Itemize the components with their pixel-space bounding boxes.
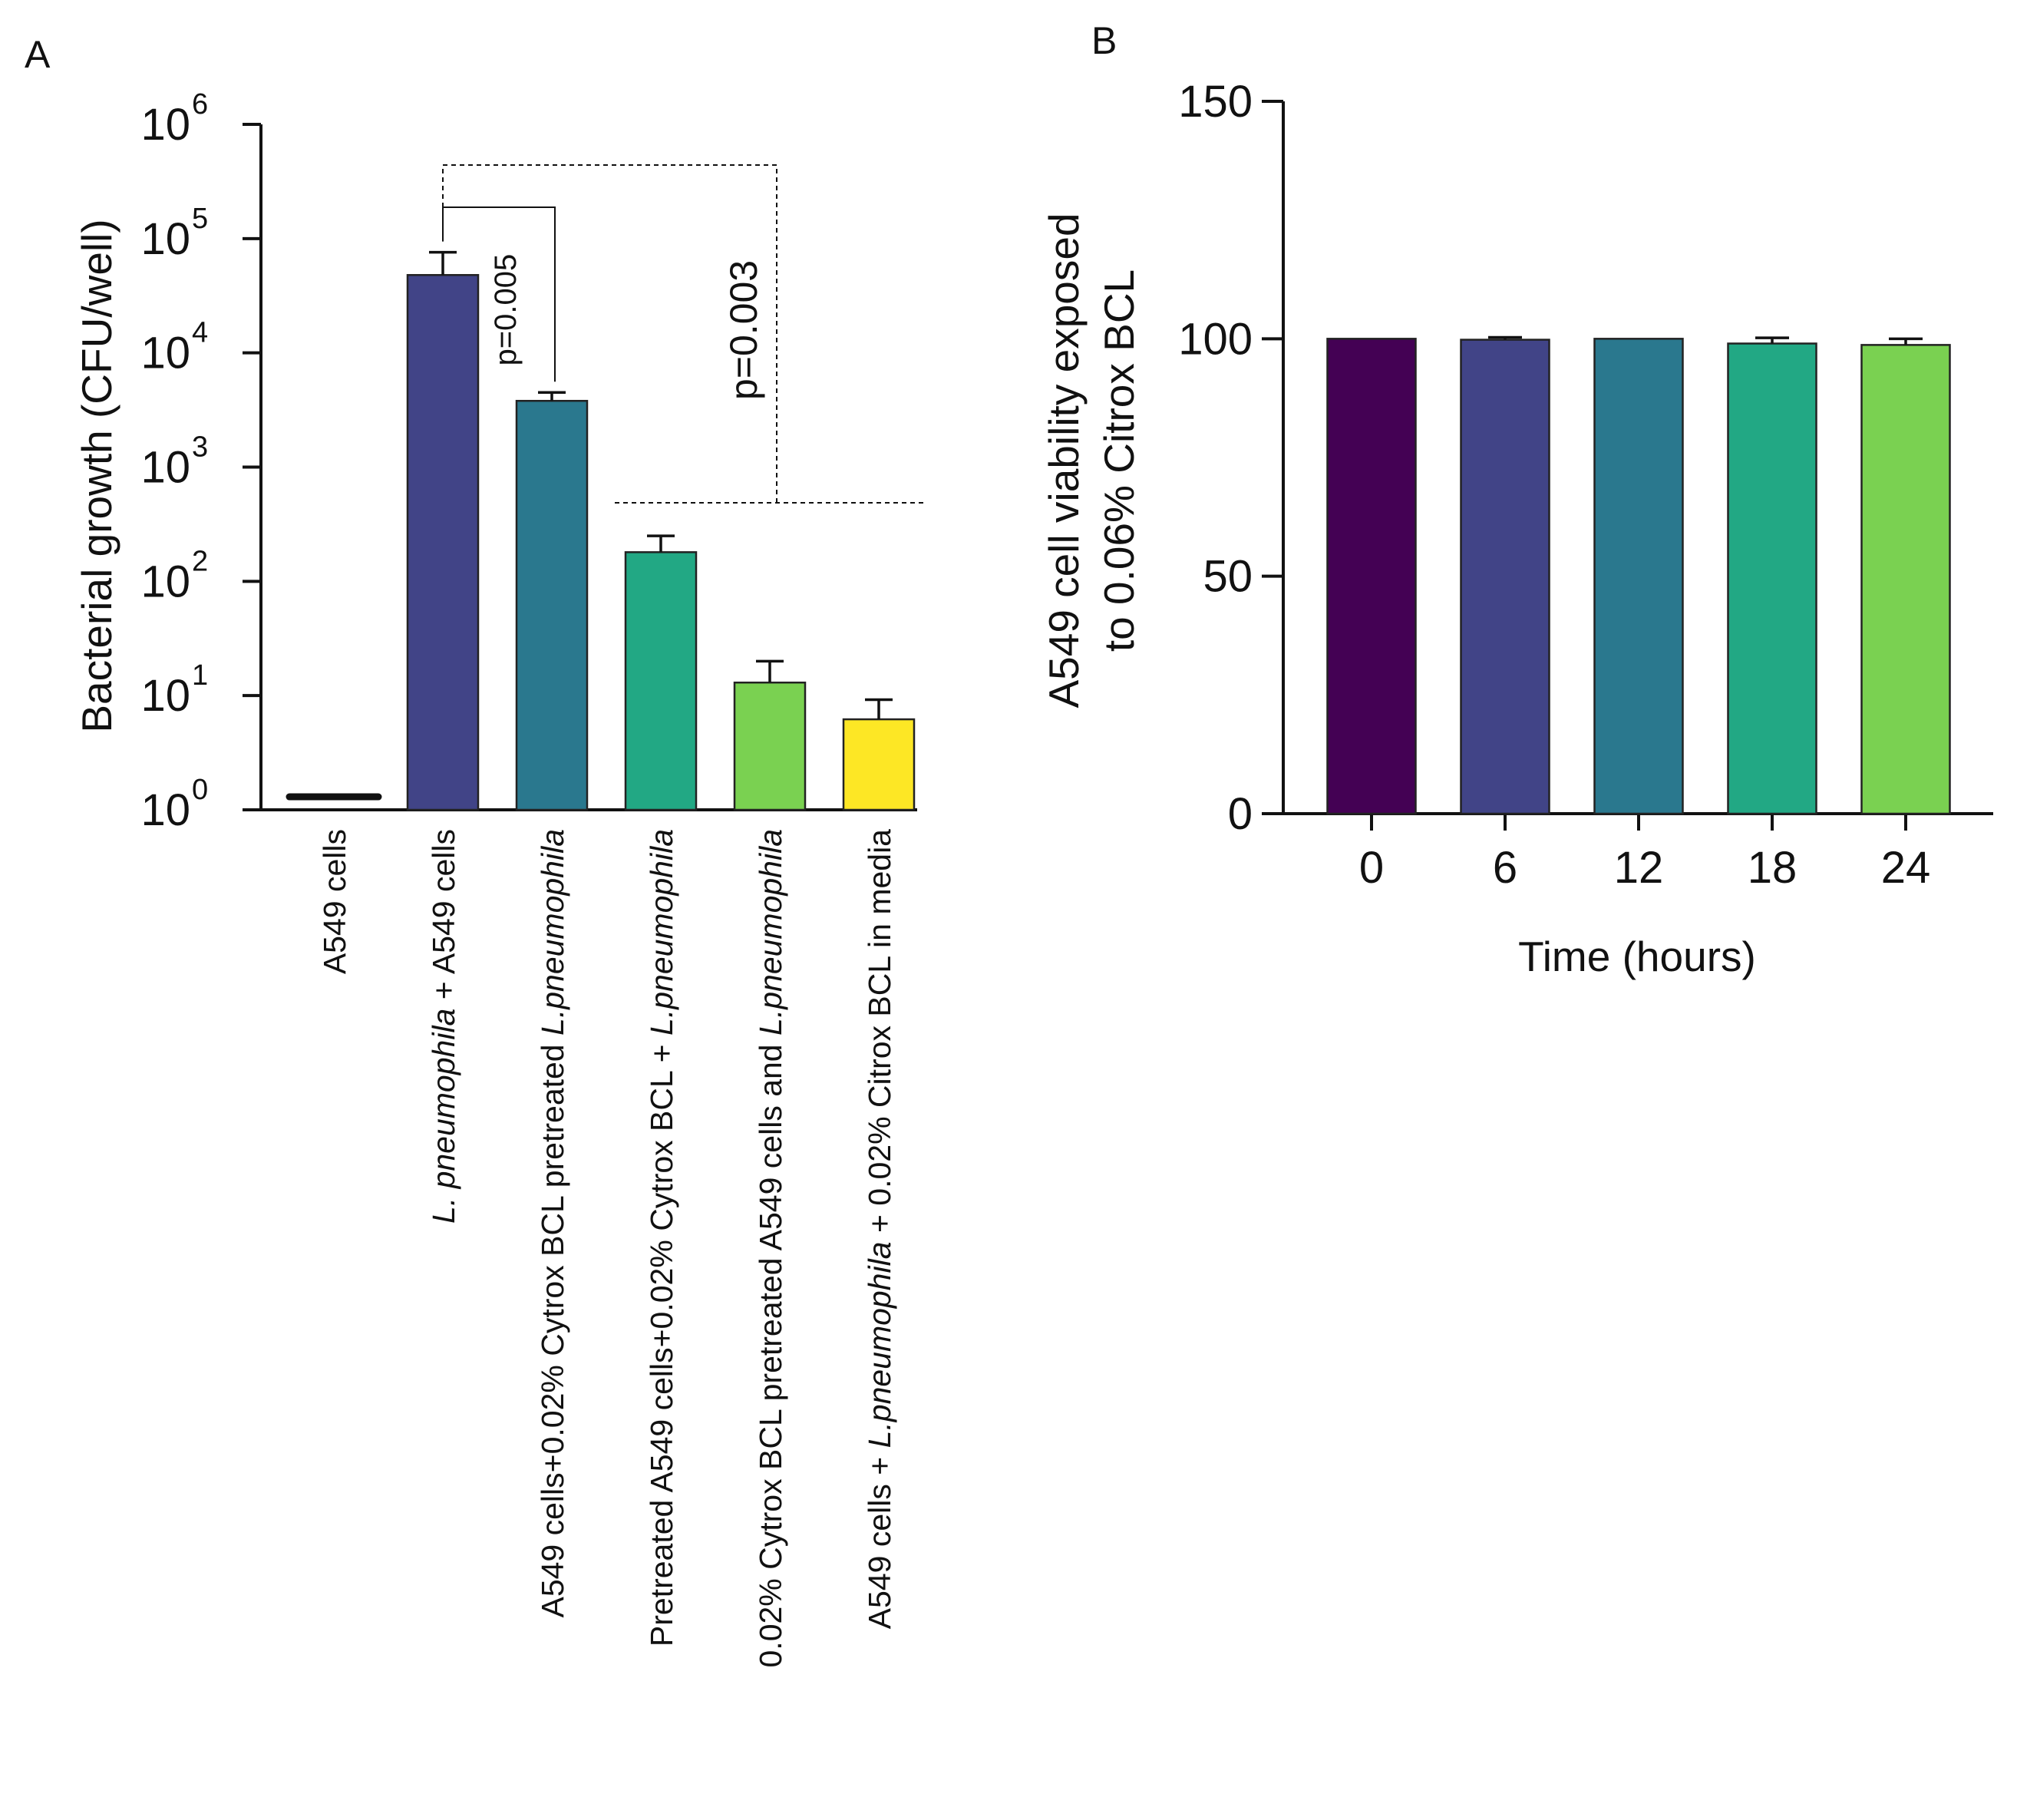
category-label: A549 cells+0.02% Cytrox BCL pretreated L… bbox=[535, 829, 570, 1618]
y-tick-exponent: 1 bbox=[192, 659, 208, 692]
panel-b-bars bbox=[1326, 335, 1951, 815]
category-label-part: A549 cells+0.02% Cytrox BCL pretreated bbox=[535, 1036, 570, 1618]
category-label: Pretreated A549 cells+0.02% Cytrox BCL +… bbox=[644, 829, 679, 1647]
significance-bracket bbox=[442, 206, 556, 382]
bar bbox=[1460, 339, 1550, 815]
category-label-part: Pretreated A549 cells+0.02% Cytrox BCL + bbox=[644, 1036, 679, 1647]
y-tick-label: 10 bbox=[140, 443, 190, 493]
category-label-part: 0.02% Cytrox BCL pretreated A549 cells a… bbox=[753, 1036, 788, 1668]
significance-bracket-dashed bbox=[442, 164, 777, 503]
y-tick-exponent: 2 bbox=[192, 545, 208, 577]
y-tick-label: 10 bbox=[140, 557, 190, 606]
y-tick-label: 100 bbox=[1178, 314, 1253, 364]
category-label-part: L.pneumophila bbox=[753, 829, 788, 1036]
panel-a-category-labels: A549 cells L. pneumophila + A549 cells A54… bbox=[317, 829, 897, 1668]
x-tick-label: 12 bbox=[1614, 843, 1664, 893]
category-label-part: L.pneumophila bbox=[644, 829, 679, 1036]
y-tick-exponent: 0 bbox=[192, 774, 208, 806]
y-tick-label: 10 bbox=[140, 214, 190, 264]
x-tick-label: 0 bbox=[1359, 843, 1384, 893]
category-label-part: A549 cells + bbox=[862, 1448, 897, 1629]
bar bbox=[1860, 344, 1951, 815]
panel-a-bars bbox=[286, 250, 916, 811]
y-tick-exponent: 3 bbox=[192, 431, 208, 464]
category-label-part: L. pneumophila bbox=[426, 1009, 461, 1224]
panel-b-x-axis-label: Time (hours) bbox=[1518, 933, 1756, 980]
category-label: L. pneumophila + A549 cells bbox=[426, 829, 461, 1224]
bar bbox=[1727, 342, 1817, 815]
category-label-part: + A549 cells bbox=[426, 829, 461, 1009]
bar bbox=[1326, 338, 1417, 815]
y-tick-exponent: 4 bbox=[192, 317, 208, 349]
bar bbox=[406, 274, 480, 811]
x-tick-label: 24 bbox=[1881, 843, 1931, 893]
bar bbox=[842, 718, 916, 811]
y-tick-label: 0 bbox=[1228, 789, 1253, 839]
y-tick-label: 150 bbox=[1178, 77, 1253, 127]
y-tick-label: 10 bbox=[140, 100, 190, 150]
panel-b-y-axis-label-line-2: to 0.06% Citrox BCL bbox=[1095, 269, 1143, 652]
panel-a-label: A bbox=[25, 33, 51, 76]
panel-b: B 0 50 100 150 0 6 12 18 24 A549 cell viability … bbox=[1040, 19, 1993, 980]
bar bbox=[515, 399, 589, 811]
category-label-part: A549 cells bbox=[317, 829, 352, 974]
category-label-part: L.pneumophila bbox=[535, 829, 570, 1036]
category-label: A549 cells bbox=[317, 829, 352, 974]
panel-a-annotations: p=0.005 p=0.003 bbox=[442, 164, 926, 504]
y-tick-exponent: 5 bbox=[192, 203, 208, 235]
category-label-part: + 0.02% Citrox BCL in media bbox=[862, 829, 897, 1242]
y-tick-label: 50 bbox=[1203, 552, 1253, 602]
y-tick-label: 10 bbox=[140, 329, 190, 378]
category-label: A549 cells + L.pneumophila + 0.02% Citro… bbox=[862, 829, 897, 1629]
panel-b-label: B bbox=[1091, 19, 1117, 62]
bar bbox=[1593, 338, 1684, 815]
x-tick-label: 18 bbox=[1748, 843, 1797, 893]
category-label-part: L.pneumophila bbox=[862, 1241, 897, 1448]
bar bbox=[733, 681, 807, 811]
p-value-label: p=0.005 bbox=[489, 254, 523, 366]
y-tick-label: 10 bbox=[140, 671, 190, 721]
panel-a-y-axis-label: Bacterial growth (CFU/well) bbox=[73, 219, 120, 732]
y-tick-exponent: 6 bbox=[192, 88, 208, 121]
category-label: 0.02% Cytrox BCL pretreated A549 cells a… bbox=[753, 829, 788, 1668]
p-value-label: p=0.003 bbox=[722, 260, 765, 400]
panel-b-y-axis-label-line-1: A549 cell viability exposed bbox=[1040, 213, 1088, 708]
y-tick-label: 10 bbox=[140, 785, 190, 835]
bar bbox=[624, 551, 698, 811]
x-tick-label: 6 bbox=[1493, 843, 1517, 893]
